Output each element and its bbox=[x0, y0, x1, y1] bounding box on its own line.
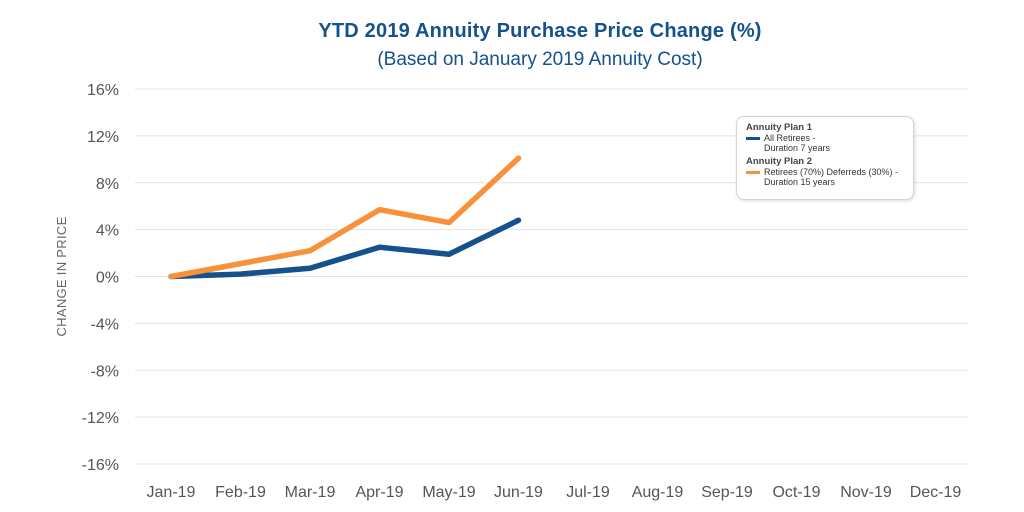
x-tick-label: Oct-19 bbox=[772, 484, 820, 501]
legend-plan1-swatch bbox=[746, 137, 760, 140]
legend: Annuity Plan 1 All Retirees - Duration 7… bbox=[736, 116, 914, 200]
legend-plan1-line2: Duration 7 years bbox=[764, 143, 831, 153]
y-axis-title: CHANGE IN PRICE bbox=[54, 216, 69, 336]
y-tick-label: -4% bbox=[91, 316, 119, 333]
series-lines bbox=[168, 155, 522, 280]
x-tick-label: Sep-19 bbox=[701, 484, 753, 501]
y-tick-label: 0% bbox=[96, 270, 119, 287]
legend-plan2-swatch bbox=[746, 171, 760, 174]
legend-plan1-line1: All Retirees - bbox=[764, 133, 816, 143]
y-axis-ticks: 16% 12% 8% 4% 0% -4% -8% -12% -16% bbox=[82, 82, 119, 474]
legend-plan2-title: Annuity Plan 2 bbox=[746, 156, 812, 167]
x-tick-label: May-19 bbox=[422, 484, 475, 501]
series-line-plan-2 bbox=[168, 155, 522, 280]
x-tick-label: Jan-19 bbox=[147, 484, 196, 501]
x-tick-label: Aug-19 bbox=[632, 484, 684, 501]
x-tick-label: Mar-19 bbox=[285, 484, 336, 501]
x-tick-label: Jul-19 bbox=[566, 484, 610, 501]
legend-plan2-line1: Retirees (70%) Deferreds (30%) - bbox=[764, 167, 899, 177]
series-line-plan-1 bbox=[168, 217, 522, 280]
x-tick-label: Nov-19 bbox=[840, 484, 892, 501]
x-tick-label: Dec-19 bbox=[910, 484, 962, 501]
y-tick-label: -16% bbox=[82, 457, 119, 474]
y-tick-label: -12% bbox=[82, 410, 119, 427]
y-tick-label: 4% bbox=[96, 223, 119, 240]
y-tick-label: -8% bbox=[91, 363, 119, 380]
y-tick-label: 8% bbox=[96, 176, 119, 193]
chart-title: YTD 2019 Annuity Purchase Price Change (… bbox=[318, 20, 762, 42]
y-tick-label: 16% bbox=[87, 82, 119, 99]
legend-plan2-entry: Retirees (70%) Deferreds (30%) - Duratio… bbox=[746, 167, 905, 187]
chart-subtitle: (Based on January 2019 Annuity Cost) bbox=[377, 49, 703, 70]
y-tick-label: 12% bbox=[87, 129, 119, 146]
x-axis-ticks: Jan-19 Feb-19 Mar-19 Apr-19 May-19 Jun-19 Jul-… bbox=[147, 484, 962, 501]
legend-plan1-entry: All Retirees - Duration 7 years bbox=[746, 133, 905, 153]
x-tick-label: Jun-19 bbox=[494, 484, 543, 501]
x-tick-label: Feb-19 bbox=[215, 484, 266, 501]
x-tick-label: Apr-19 bbox=[355, 484, 403, 501]
legend-plan1-title: Annuity Plan 1 bbox=[746, 122, 812, 133]
legend-plan2-line2: Duration 15 years bbox=[764, 177, 836, 187]
